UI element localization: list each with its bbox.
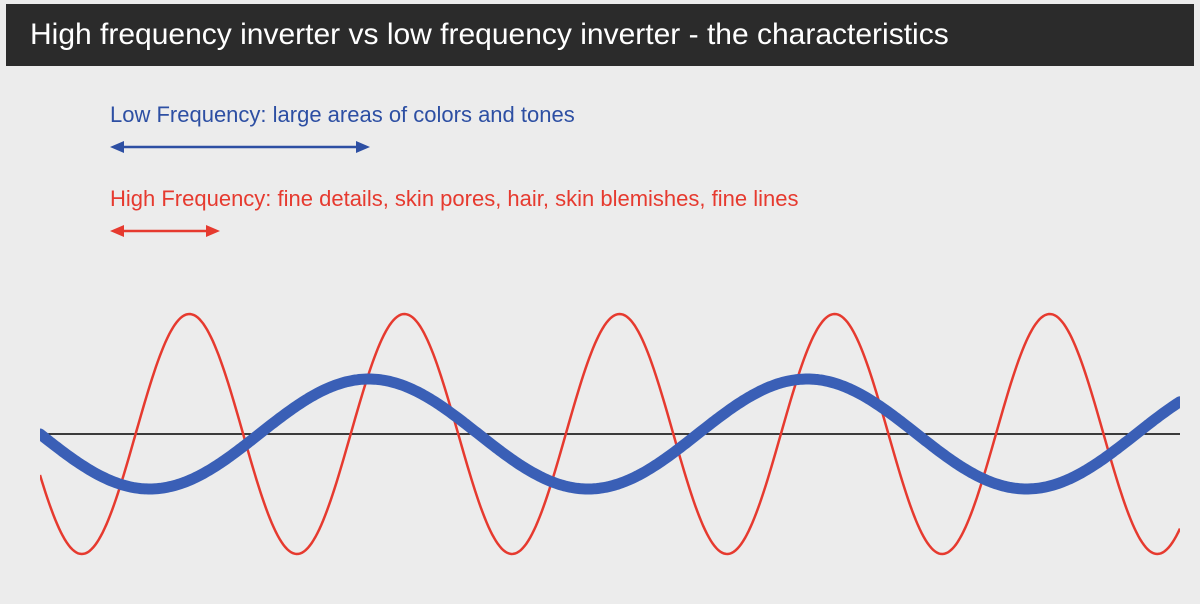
high-freq-arrow — [110, 216, 410, 246]
title-bar: High frequency inverter vs low frequency… — [6, 4, 1194, 66]
wave-diagram — [40, 284, 1180, 584]
content-area: Low Frequency: large areas of colors and… — [0, 66, 1200, 246]
low-freq-arrow — [110, 132, 410, 162]
low-freq-label: Low Frequency: large areas of colors and… — [110, 102, 1120, 128]
page-title: High frequency inverter vs low frequency… — [30, 18, 949, 51]
high-freq-label: High Frequency: fine details, skin pores… — [110, 186, 1120, 212]
